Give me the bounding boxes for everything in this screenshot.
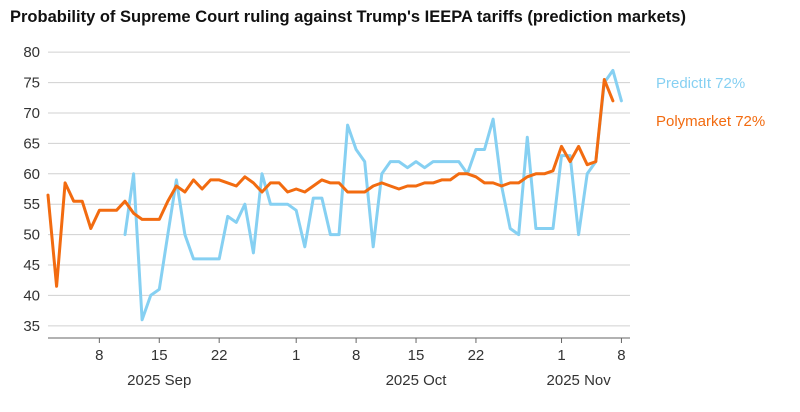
y-tick-label-65: 65 bbox=[23, 135, 40, 152]
month-label-1: 2025 Oct bbox=[386, 372, 448, 389]
x-tick-label-4: 8 bbox=[352, 347, 360, 364]
y-tick-label-55: 55 bbox=[23, 196, 40, 213]
legend: PredictIt 72% Polymarket 72% bbox=[656, 75, 765, 130]
chart-title: Probability of Supreme Court ruling agai… bbox=[10, 8, 686, 26]
y-tick-label-75: 75 bbox=[23, 75, 40, 92]
month-label-2: 2025 Nov bbox=[547, 372, 612, 389]
x-axis-month-labels: 2025 Sep 2025 Oct 2025 Nov bbox=[127, 372, 611, 389]
x-tick-label-8: 8 bbox=[617, 347, 625, 364]
series-line-polymarket bbox=[46, 78, 615, 288]
x-tick-label-7: 1 bbox=[557, 347, 565, 364]
y-tick-label-80: 80 bbox=[23, 44, 40, 61]
x-tick-label-3: 1 bbox=[292, 347, 300, 364]
x-axis bbox=[48, 337, 630, 343]
x-tick-label-0: 8 bbox=[95, 347, 103, 364]
x-tick-label-5: 15 bbox=[408, 347, 425, 364]
y-tick-label-60: 60 bbox=[23, 166, 40, 183]
y-tick-label-50: 50 bbox=[23, 227, 40, 244]
y-tick-label-40: 40 bbox=[23, 287, 40, 304]
legend-label-predictit: PredictIt 72% bbox=[656, 75, 745, 92]
y-axis-tick-labels: 35 40 45 50 55 60 65 70 75 80 bbox=[23, 44, 40, 335]
x-tick-label-2: 22 bbox=[211, 347, 228, 364]
month-label-0: 2025 Sep bbox=[127, 372, 191, 389]
series-line-predictit bbox=[123, 68, 623, 322]
y-tick-label-70: 70 bbox=[23, 105, 40, 122]
y-tick-label-45: 45 bbox=[23, 257, 40, 274]
legend-label-polymarket: Polymarket 72% bbox=[656, 113, 765, 130]
x-axis-tick-labels: 8 15 22 1 8 15 22 1 8 bbox=[95, 347, 625, 364]
x-tick-label-1: 15 bbox=[151, 347, 168, 364]
y-tick-label-35: 35 bbox=[23, 318, 40, 335]
x-tick-label-6: 22 bbox=[468, 347, 485, 364]
series-lines bbox=[46, 68, 623, 322]
